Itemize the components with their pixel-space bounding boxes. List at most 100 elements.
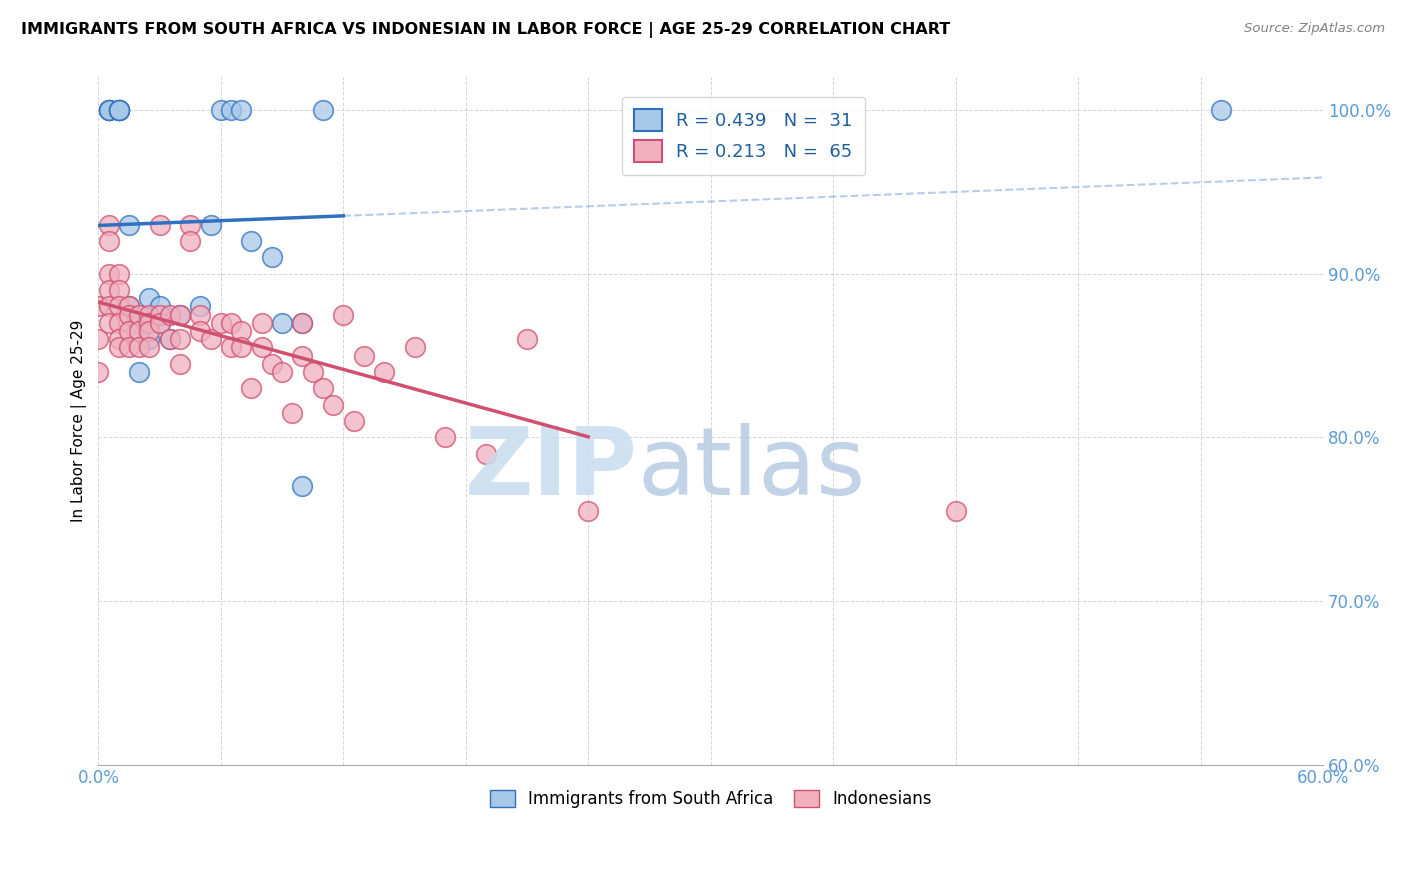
Point: [87, 300, 110, 314]
Point: [107, 103, 129, 117]
Point: [209, 316, 232, 330]
Point: [107, 103, 129, 117]
Point: [434, 430, 457, 444]
Point: [138, 308, 160, 322]
Point: [118, 218, 141, 232]
Point: [945, 504, 967, 518]
Point: [240, 381, 263, 395]
Point: [159, 332, 181, 346]
Point: [97, 300, 120, 314]
Point: [291, 316, 314, 330]
Point: [118, 340, 141, 354]
Point: [97, 234, 120, 248]
Point: [200, 218, 222, 232]
Text: ZIP: ZIP: [464, 423, 637, 515]
Point: [291, 479, 314, 493]
Point: [128, 324, 150, 338]
Point: [138, 291, 160, 305]
Point: [240, 234, 263, 248]
Point: [107, 332, 129, 346]
Point: [159, 332, 181, 346]
Point: [312, 381, 335, 395]
Point: [353, 349, 375, 363]
Point: [118, 300, 141, 314]
Point: [291, 349, 314, 363]
Point: [169, 332, 191, 346]
Point: [312, 103, 335, 117]
Point: [107, 103, 129, 117]
Point: [107, 340, 129, 354]
Point: [231, 340, 253, 354]
Point: [219, 340, 242, 354]
Y-axis label: In Labor Force | Age 25-29: In Labor Force | Age 25-29: [72, 320, 87, 522]
Point: [169, 357, 191, 371]
Point: [190, 300, 212, 314]
Point: [373, 365, 395, 379]
Point: [291, 316, 314, 330]
Point: [179, 234, 201, 248]
Point: [169, 308, 191, 322]
Point: [250, 316, 273, 330]
Point: [404, 340, 426, 354]
Point: [281, 406, 304, 420]
Point: [342, 414, 364, 428]
Point: [97, 103, 120, 117]
Text: IMMIGRANTS FROM SOUTH AFRICA VS INDONESIAN IN LABOR FORCE | AGE 25-29 CORRELATIO: IMMIGRANTS FROM SOUTH AFRICA VS INDONESI…: [21, 22, 950, 38]
Point: [97, 267, 120, 281]
Point: [97, 103, 120, 117]
Point: [128, 308, 150, 322]
Point: [118, 324, 141, 338]
Point: [271, 365, 294, 379]
Point: [97, 283, 120, 297]
Point: [107, 283, 129, 297]
Point: [97, 218, 120, 232]
Point: [209, 103, 232, 117]
Point: [516, 332, 538, 346]
Point: [107, 316, 129, 330]
Point: [190, 324, 212, 338]
Point: [149, 316, 172, 330]
Point: [149, 218, 172, 232]
Point: [475, 447, 498, 461]
Point: [97, 103, 120, 117]
Point: [322, 398, 344, 412]
Point: [332, 308, 354, 322]
Point: [250, 340, 273, 354]
Point: [128, 365, 150, 379]
Point: [149, 308, 172, 322]
Point: [118, 300, 141, 314]
Point: [159, 308, 181, 322]
Text: atlas: atlas: [637, 423, 866, 515]
Point: [169, 308, 191, 322]
Point: [107, 103, 129, 117]
Point: [149, 316, 172, 330]
Point: [138, 340, 160, 354]
Point: [138, 332, 160, 346]
Point: [107, 300, 129, 314]
Point: [138, 316, 160, 330]
Point: [118, 308, 141, 322]
Point: [219, 103, 242, 117]
Point: [190, 308, 212, 322]
Point: [260, 357, 283, 371]
Point: [1209, 103, 1232, 117]
Point: [231, 103, 253, 117]
Point: [149, 300, 172, 314]
Point: [179, 218, 201, 232]
Point: [107, 267, 129, 281]
Point: [87, 365, 110, 379]
Text: Source: ZipAtlas.com: Source: ZipAtlas.com: [1244, 22, 1385, 36]
Point: [128, 340, 150, 354]
Point: [271, 316, 294, 330]
Point: [138, 324, 160, 338]
Point: [128, 316, 150, 330]
Point: [107, 103, 129, 117]
Point: [97, 103, 120, 117]
Point: [231, 324, 253, 338]
Legend: Immigrants from South Africa, Indonesians: Immigrants from South Africa, Indonesian…: [484, 783, 938, 814]
Point: [87, 332, 110, 346]
Point: [219, 316, 242, 330]
Point: [200, 332, 222, 346]
Point: [301, 365, 323, 379]
Point: [97, 316, 120, 330]
